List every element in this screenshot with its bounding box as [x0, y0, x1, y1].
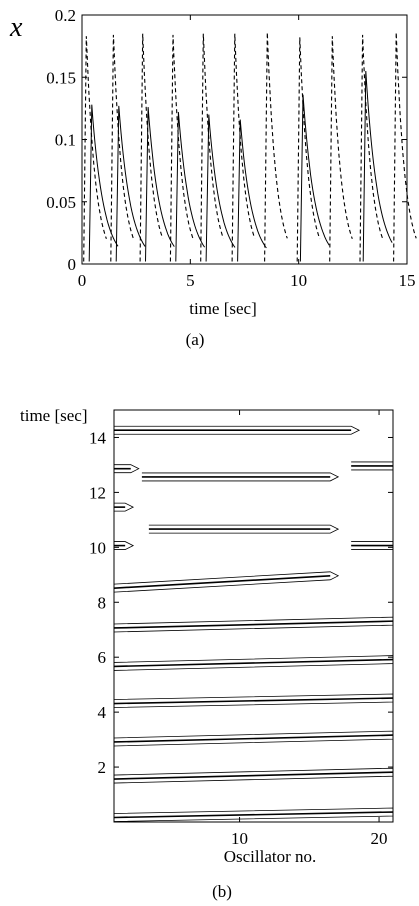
- panel-a-caption: (a): [186, 330, 205, 349]
- contour-band: [113, 807, 394, 822]
- panel-b-y-tick-label: 8: [98, 593, 107, 612]
- spike-peak: [83, 36, 107, 262]
- spike-peak: [139, 33, 164, 262]
- contour-band: [351, 461, 394, 471]
- panel-a-y-ticks: 0 0.05 0.1 0.15 0.2: [46, 6, 407, 274]
- contour-line-outer: [114, 464, 140, 474]
- panel-a-y-tick-label: 0.2: [55, 6, 76, 25]
- panel-b-y-tick-label: 10: [89, 538, 106, 557]
- panel-b-y-tick-label: 14: [89, 428, 107, 447]
- contour-band: [113, 655, 394, 671]
- panel-b-y-tick-label: 2: [98, 758, 107, 777]
- contour-band: [351, 541, 394, 550]
- contour-band: [114, 502, 135, 512]
- contour-line-inner: [113, 658, 394, 668]
- contour-line-outer: [113, 807, 394, 822]
- panel-b-y-tick-label: 6: [98, 648, 107, 667]
- contour-line-outer: [351, 541, 394, 550]
- contour-band: [114, 541, 135, 550]
- panel-b-x-tick-label: 20: [371, 829, 388, 848]
- panel-b-y-tick-label: 4: [98, 703, 107, 722]
- spike-peak: [264, 32, 288, 262]
- contour-band: [148, 524, 340, 534]
- spike-peak: [362, 70, 393, 262]
- contour-line-outer: [114, 541, 135, 550]
- contour-band: [114, 425, 361, 435]
- contour-line-outer: [113, 730, 394, 747]
- panel-a-curves: [83, 32, 417, 262]
- panel-a-y-label: x: [9, 12, 23, 43]
- spike-peak: [175, 112, 206, 262]
- panel-a-x-label: time [sec]: [189, 299, 257, 318]
- contour-line-outer: [141, 472, 340, 482]
- spike-peak: [205, 114, 236, 262]
- panel-b-x-ticks: 10 20: [231, 410, 388, 848]
- panel-b-caption: (b): [212, 882, 232, 901]
- panel-a-y-tick-label: 0.05: [46, 193, 76, 212]
- panel-a-x-ticks: 0 5 10 15: [78, 15, 416, 290]
- panel-a-x-tick-label: 10: [290, 271, 307, 290]
- series-dashed: [83, 32, 417, 262]
- contour-line-outer: [114, 425, 361, 435]
- contour-line-outer: [113, 693, 394, 708]
- spike-peak: [88, 104, 119, 262]
- contour-band: [141, 472, 340, 482]
- series-solid: [88, 70, 393, 262]
- panel-b-contours: [113, 425, 394, 822]
- panel-b-x-tick-label: 10: [231, 829, 248, 848]
- panel-a-x-tick-label: 0: [78, 271, 87, 290]
- panel-a-y-tick-label: 0: [68, 255, 77, 274]
- contour-line-outer: [114, 502, 135, 512]
- spike-peak: [296, 37, 321, 262]
- contour-line-inner: [113, 575, 331, 589]
- panel-b: 2 4 6 8 10 12 14 10 20 time [sec] Oscillator no…: [20, 406, 394, 901]
- panel-b-frame: [113, 409, 394, 823]
- contour-band: [114, 464, 140, 474]
- spike-peak: [231, 33, 256, 262]
- spike-peak: [237, 119, 267, 262]
- panel-a: 0 0.05 0.1 0.15 0.2 0 5 10 15 x time [sec] (a): [9, 6, 417, 349]
- contour-line-outer: [113, 571, 340, 593]
- contour-line-outer: [113, 655, 394, 671]
- contour-line-inner: [113, 697, 394, 705]
- panel-b-y-ticks: 2 4 6 8 10 12 14: [89, 428, 393, 777]
- spike-peak: [329, 36, 353, 262]
- panel-a-x-tick-label: 5: [186, 271, 195, 290]
- contour-line-outer: [351, 461, 394, 471]
- panel-a-y-tick-label: 0.15: [46, 68, 76, 87]
- contour-band: [113, 571, 340, 593]
- panel-b-y-label: time [sec]: [20, 406, 88, 425]
- panel-a-frame: [81, 14, 408, 265]
- contour-line-outer: [148, 524, 340, 534]
- panel-b-y-tick-label: 12: [89, 483, 106, 502]
- contour-band: [113, 616, 394, 633]
- contour-line-inner: [113, 811, 394, 819]
- contour-band: [113, 767, 394, 784]
- spike-peak: [393, 32, 417, 262]
- contour-line-outer: [113, 616, 394, 633]
- contour-line-inner: [113, 734, 394, 743]
- panel-a-x-tick-label: 15: [399, 271, 416, 290]
- panel-a-y-tick-label: 0.1: [55, 131, 76, 150]
- contour-line-outer: [113, 767, 394, 784]
- spike-peak: [145, 107, 175, 262]
- spike-peak: [299, 94, 330, 262]
- contour-band: [113, 730, 394, 747]
- contour-band: [113, 693, 394, 708]
- contour-line-inner: [113, 771, 394, 780]
- contour-line-inner: [113, 620, 394, 629]
- spike-peak: [200, 33, 224, 262]
- panel-b-x-label: Oscillator no.: [224, 847, 317, 866]
